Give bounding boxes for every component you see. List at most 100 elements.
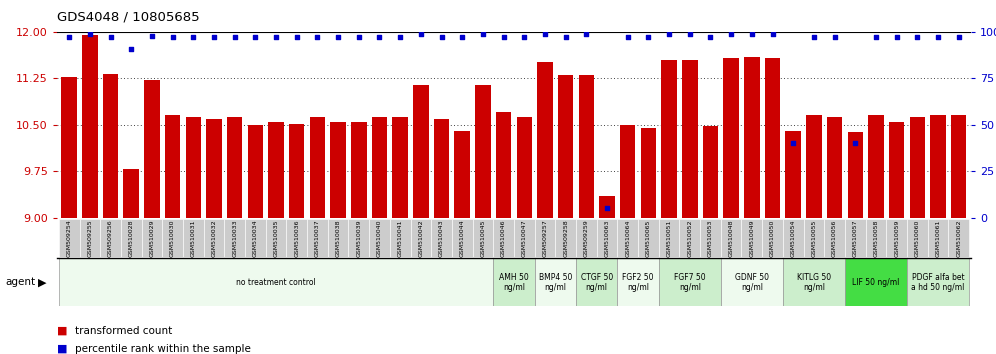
Text: GDNF 50
ng/ml: GDNF 50 ng/ml <box>735 273 769 292</box>
Point <box>930 35 946 40</box>
Point <box>372 35 387 40</box>
Bar <box>224 219 245 257</box>
Bar <box>475 85 491 218</box>
Text: GSM510029: GSM510029 <box>149 219 154 257</box>
Bar <box>886 219 907 257</box>
Bar <box>165 115 180 218</box>
Text: GSM510056: GSM510056 <box>832 219 837 257</box>
Bar <box>700 219 721 257</box>
Text: GSM510058: GSM510058 <box>873 219 878 257</box>
Bar <box>927 219 948 257</box>
Text: GSM510030: GSM510030 <box>170 219 175 257</box>
Point <box>909 35 925 40</box>
Point <box>661 31 677 36</box>
Text: GSM510045: GSM510045 <box>480 219 485 257</box>
Text: GSM509256: GSM509256 <box>108 219 114 257</box>
Bar <box>389 219 410 257</box>
Text: GSM510064: GSM510064 <box>625 219 630 257</box>
Bar <box>597 219 618 257</box>
Bar <box>741 219 762 257</box>
Bar <box>762 219 783 257</box>
Text: PDGF alfa bet
a hd 50 ng/ml: PDGF alfa bet a hd 50 ng/ml <box>911 273 965 292</box>
Bar <box>372 118 387 218</box>
Bar <box>845 258 907 306</box>
Text: GSM510032: GSM510032 <box>211 219 216 257</box>
Text: GSM509255: GSM509255 <box>88 219 93 257</box>
Point <box>640 35 656 40</box>
Text: GSM510034: GSM510034 <box>253 219 258 257</box>
Bar <box>472 219 493 257</box>
Point <box>558 35 574 40</box>
Bar <box>948 219 969 257</box>
Bar <box>618 258 658 306</box>
Point <box>103 35 119 40</box>
Bar <box>454 131 470 218</box>
Point <box>351 35 367 40</box>
Bar <box>162 219 183 257</box>
Bar <box>206 119 222 218</box>
Point <box>888 35 904 40</box>
Bar <box>620 125 635 218</box>
Bar <box>310 118 325 218</box>
Point <box>206 35 222 40</box>
Bar <box>535 258 576 306</box>
Point <box>723 31 739 36</box>
Point <box>682 31 698 36</box>
Bar <box>827 118 843 218</box>
Bar <box>765 58 780 218</box>
Text: GSM510042: GSM510042 <box>418 219 423 257</box>
Point <box>765 31 781 36</box>
Point <box>392 35 408 40</box>
Text: ▶: ▶ <box>38 277 47 287</box>
Text: agent: agent <box>5 277 35 287</box>
Bar <box>59 219 80 257</box>
Text: CTGF 50
ng/ml: CTGF 50 ng/ml <box>581 273 613 292</box>
Text: GSM509254: GSM509254 <box>67 219 72 257</box>
Point <box>827 35 843 40</box>
Bar <box>579 75 594 218</box>
Bar <box>452 219 472 257</box>
Bar <box>203 219 224 257</box>
Text: GSM509259: GSM509259 <box>584 219 589 257</box>
Bar <box>721 219 741 257</box>
Point <box>516 35 532 40</box>
Point <box>289 35 305 40</box>
Bar <box>825 219 845 257</box>
Text: GSM510043: GSM510043 <box>439 219 444 257</box>
Point <box>496 35 512 40</box>
Bar <box>328 219 349 257</box>
Text: GSM510028: GSM510028 <box>128 219 133 257</box>
Bar <box>576 219 597 257</box>
Bar <box>783 219 804 257</box>
Bar <box>351 122 367 218</box>
Text: GSM510055: GSM510055 <box>812 219 817 257</box>
Bar <box>227 118 242 218</box>
Bar <box>59 258 493 306</box>
Point <box>330 35 346 40</box>
Bar <box>951 115 966 218</box>
Point <box>227 35 243 40</box>
Bar <box>80 219 101 257</box>
Text: GSM510051: GSM510051 <box>666 219 671 257</box>
Bar <box>576 258 618 306</box>
Bar <box>845 219 866 257</box>
Text: GSM510047: GSM510047 <box>522 219 527 257</box>
Text: GSM509257: GSM509257 <box>543 219 548 257</box>
Point <box>454 35 470 40</box>
Bar <box>638 219 658 257</box>
Text: GSM510065: GSM510065 <box>645 219 651 257</box>
Bar <box>806 115 822 218</box>
Bar <box>266 219 287 257</box>
Point <box>144 33 160 39</box>
Text: GSM510060: GSM510060 <box>914 219 920 257</box>
Bar <box>392 118 408 218</box>
Text: GSM510046: GSM510046 <box>501 219 506 257</box>
Bar <box>62 77 77 218</box>
Text: GSM510062: GSM510062 <box>956 219 961 257</box>
Bar <box>245 219 266 257</box>
Bar <box>413 85 428 218</box>
Text: GSM510033: GSM510033 <box>232 219 237 257</box>
Bar <box>434 119 449 218</box>
Text: GSM510059: GSM510059 <box>894 219 899 257</box>
Bar <box>618 219 638 257</box>
